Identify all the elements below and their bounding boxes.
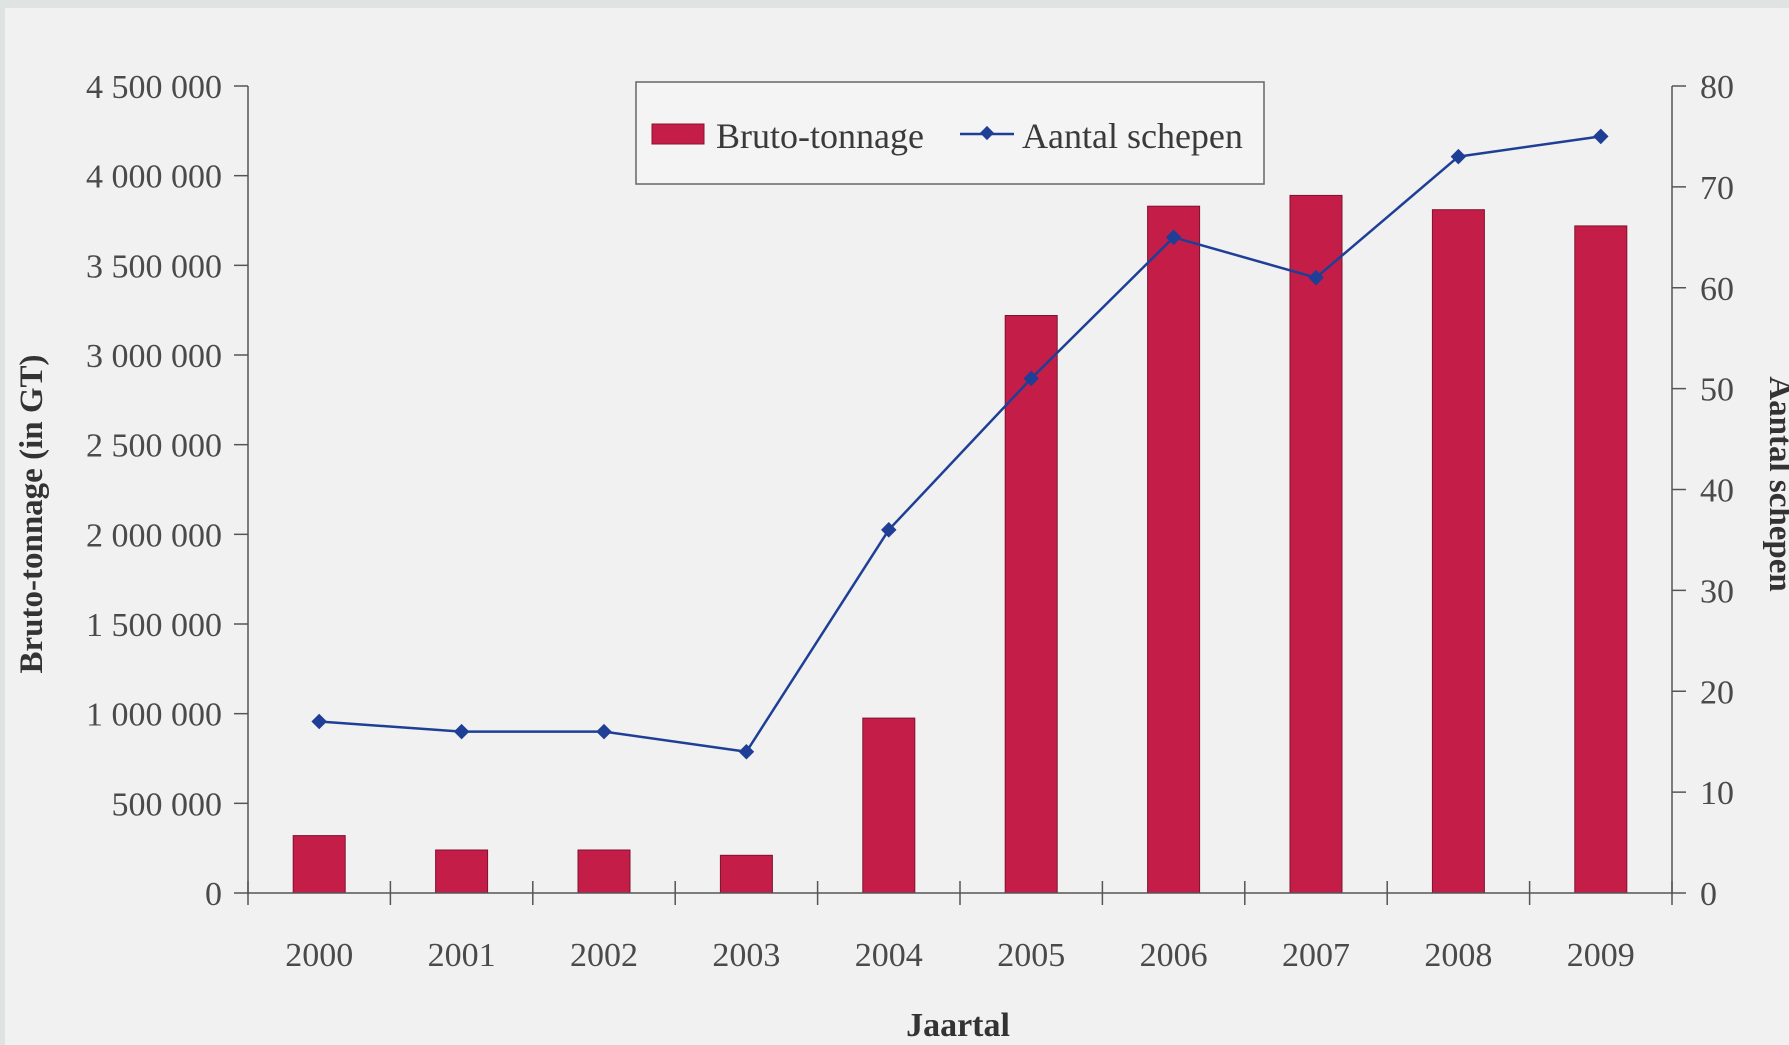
- y2-tick-label-3: 30: [1700, 573, 1734, 610]
- bar-bruto-tonnage-2001: [435, 849, 489, 894]
- point-aantal-schepen-2002: [596, 723, 612, 740]
- y-tick-label-4: 2 000 000: [86, 517, 222, 554]
- y-tick-label-7: 3 500 000: [86, 248, 222, 285]
- x-tick-label-2000: 2000: [285, 937, 353, 974]
- x-tick-label-2003: 2003: [712, 937, 780, 974]
- y2-tick-label-0: 0: [1700, 876, 1717, 913]
- x-tick-label-2008: 2008: [1424, 937, 1492, 974]
- y2-tick-label-4: 40: [1700, 473, 1734, 510]
- bars-layer: [292, 194, 1628, 894]
- y-tick-label-8: 4 000 000: [86, 159, 222, 196]
- bar-bruto-tonnage-2009: [1574, 225, 1628, 894]
- series-line-aantal-schepen: [319, 135, 1601, 754]
- y2-tick-label-7: 70: [1700, 170, 1734, 207]
- axes-layer: 0 500 000 1 000 000 1 500 000 2 000 000 2 500…: [86, 69, 1734, 974]
- y-tick-label-3: 1 500 000: [86, 607, 222, 644]
- legend-swatch-bruto-tonnage: [651, 123, 705, 145]
- legend-marker-aantal-schepen: [979, 125, 995, 141]
- bar-bruto-tonnage-2004: [862, 717, 916, 894]
- y-tick-label-9: 4 500 000: [86, 69, 222, 106]
- x-tick-label-2009: 2009: [1567, 937, 1635, 974]
- y2-tick-label-2: 20: [1700, 674, 1734, 711]
- legend-box: [635, 81, 1265, 185]
- y2-tick-label-5: 50: [1700, 372, 1734, 409]
- bar-bruto-tonnage-2006: [1147, 205, 1201, 894]
- x-tick-label-2006: 2006: [1140, 937, 1208, 974]
- y2-axis-title: Aantal schepen: [1762, 376, 1789, 591]
- y2-tick-label-1: 10: [1700, 775, 1734, 812]
- y-tick-label-6: 3 000 000: [86, 338, 222, 375]
- y2-tick-label-6: 60: [1700, 271, 1734, 308]
- y-tick-label-1: 500 000: [112, 786, 223, 823]
- bar-bruto-tonnage-2002: [577, 849, 631, 894]
- x-tick-label-2005: 2005: [997, 937, 1065, 974]
- x-axis-title: Jaartal: [906, 1007, 1010, 1044]
- x-tick-label-2001: 2001: [428, 937, 496, 974]
- y-tick-label-2: 1 000 000: [86, 697, 222, 734]
- bar-bruto-tonnage-2003: [719, 854, 773, 894]
- y2-tick-label-8: 80: [1700, 69, 1734, 106]
- y-tick-label-5: 2 500 000: [86, 428, 222, 465]
- y-tick-label-0: 0: [205, 876, 222, 913]
- legend-label-bruto-tonnage: Bruto-tonnage: [716, 116, 924, 156]
- x-tick-label-2004: 2004: [855, 937, 923, 974]
- bar-bruto-tonnage-2007: [1289, 194, 1343, 894]
- bar-bruto-tonnage-2005: [1004, 315, 1058, 894]
- x-tick-label-2007: 2007: [1282, 937, 1350, 974]
- x-tick-label-2002: 2002: [570, 937, 638, 974]
- legend-label-aantal-schepen: Aantal schepen: [1022, 116, 1243, 156]
- legend: Bruto-tonnage Aantal schepen: [635, 81, 1265, 185]
- bar-bruto-tonnage-2008: [1431, 209, 1485, 894]
- point-aantal-schepen-2004: [880, 522, 897, 538]
- bar-bruto-tonnage-2000: [292, 835, 346, 894]
- y-axis-title: Bruto-tonnage (in GT): [14, 354, 50, 673]
